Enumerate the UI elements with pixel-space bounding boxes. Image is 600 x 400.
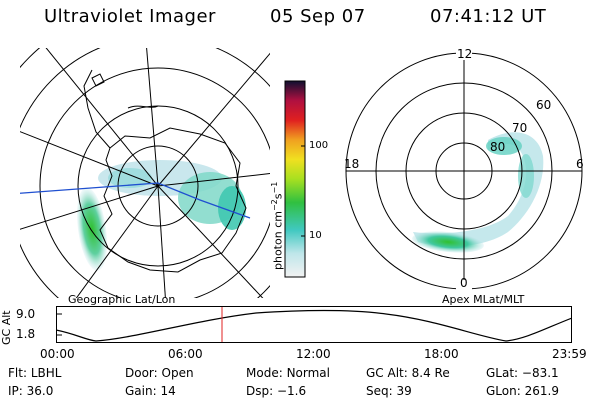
- mlt-label-0: 0: [460, 276, 468, 290]
- door-field: Door: Open: [125, 366, 194, 380]
- ip-field: IP: 36.0: [8, 384, 54, 398]
- time-tick-1800: 18:00: [424, 347, 459, 361]
- mode-field: Mode: Normal: [246, 366, 330, 380]
- colorbar: [284, 80, 306, 278]
- right-panel-label: Apex MLat/MLT: [442, 293, 525, 306]
- gc-alt-field: GC Alt: 8.4 Re: [366, 366, 450, 380]
- filter-field: Flt: LBHL: [8, 366, 62, 380]
- altitude-ytick-low: 1.8: [16, 327, 36, 341]
- magnetic-polar-plot: [345, 46, 583, 294]
- mlt-label-18: 18: [344, 157, 360, 171]
- dsp-field: Dsp: −1.6: [246, 384, 307, 398]
- mlat-label-60: 60: [536, 98, 552, 112]
- seq-field: Seq: 39: [366, 384, 412, 398]
- colorbar-tick-10: 10: [309, 230, 322, 241]
- geographic-map: [20, 48, 270, 298]
- time-label: 07:41:12 UT: [430, 6, 547, 27]
- altitude-ytick-high: 9.0: [16, 307, 36, 321]
- time-tick-0600: 06:00: [168, 347, 203, 361]
- aurora-oval: [413, 132, 544, 247]
- colorbar-unit-label: photon cm−2s−1: [270, 181, 285, 270]
- altitude-timeline: [56, 306, 572, 343]
- mlat-label-70: 70: [512, 121, 528, 135]
- mlt-label-12: 12: [457, 47, 473, 61]
- altitude-curve: [56, 309, 572, 342]
- mlt-label-6: 6: [576, 157, 584, 171]
- time-tick-2359: 23:59: [552, 347, 587, 361]
- colorbar-tick-100: 100: [309, 140, 329, 151]
- time-tick-0000: 00:00: [40, 347, 75, 361]
- gain-field: Gain: 14: [125, 384, 176, 398]
- time-tick-1200: 12:00: [296, 347, 331, 361]
- glat-field: GLat: −83.1: [486, 366, 559, 380]
- app-title: Ultraviolet Imager: [44, 6, 216, 27]
- glon-field: GLon: 261.9: [486, 384, 559, 398]
- left-panel-label: Geographic Lat/Lon: [68, 293, 176, 306]
- aurora-oval-west: [76, 187, 108, 271]
- mlat-label-80: 80: [490, 140, 506, 154]
- satellite-track: [20, 182, 251, 219]
- altitude-axis-label: GC Alt: [0, 310, 13, 345]
- aurora-bright-spot: [412, 231, 484, 253]
- date-label: 05 Sep 07: [270, 6, 366, 27]
